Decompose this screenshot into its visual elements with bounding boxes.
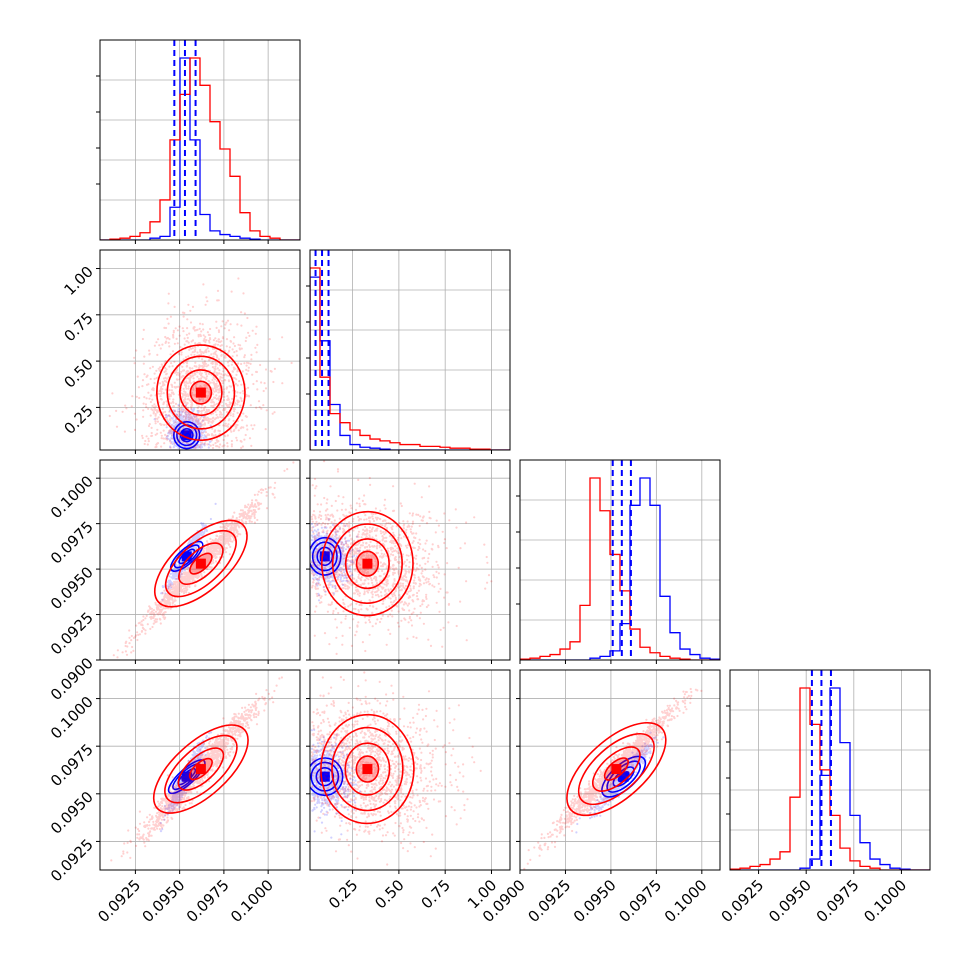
contour-b-3-2-2 (577, 732, 655, 806)
histogram-a-2 (520, 477, 720, 660)
density-peak-b-3-1 (362, 764, 373, 775)
contour-b-3-2-1 (592, 746, 641, 792)
histogram-b-0 (100, 57, 300, 240)
histogram-a-0 (100, 57, 300, 240)
panel-2-1 (306, 459, 511, 664)
contour-a-2-1-1 (316, 546, 334, 567)
contour-b-3-1-2 (331, 726, 404, 812)
y-tick-label-1-2: 0.75 (60, 309, 96, 345)
contour-b-2-0-3 (153, 519, 248, 608)
x-tick-label-1-1: 0.50 (371, 876, 407, 912)
y-tick-label-3-2: 0.0975 (47, 740, 97, 790)
x-tick-label-2-3: 0.0975 (615, 876, 665, 926)
contour-b-2-0-2 (164, 529, 237, 598)
histogram-b-3 (730, 687, 930, 870)
contour-b-3-1-1 (344, 742, 391, 796)
density-peak-a-1-0 (181, 430, 192, 441)
contour-b-3-2-3 (566, 721, 667, 817)
panel-3-1: 0.25 0.50 0.75 1.00 (306, 669, 511, 912)
y-tick-label-2-4: 0.1000 (47, 472, 97, 522)
y-tick-label-3-3: 0.1000 (47, 693, 97, 743)
contour-b-3-0-1 (177, 747, 225, 791)
panel-3-0: 0.09250.09500.09750.10000.09250.09500.09… (47, 669, 301, 926)
density-peak-a-3-2 (618, 771, 629, 782)
y-tick-label-3-0: 0.0925 (47, 836, 97, 886)
contour-b-1-0-3 (156, 344, 246, 441)
density-peak-a-2-0 (181, 551, 192, 562)
contour-a-2-0-3 (169, 540, 204, 572)
density-peak-a-3-1 (319, 771, 330, 782)
histogram-b-2 (520, 477, 720, 660)
panel-0-0 (96, 39, 301, 244)
density-peak-b-1-0 (195, 387, 206, 398)
contour-b-3-0-2 (164, 734, 238, 804)
x-tick-label-0-2: 0.0975 (183, 876, 233, 926)
y-tick-label-2-2: 0.0950 (47, 563, 97, 613)
y-tick-label-3-1: 0.0950 (47, 788, 97, 838)
y-tick-label-2-3: 0.0975 (47, 518, 97, 568)
density-peak-b-2-0 (195, 558, 206, 569)
panel-2-2 (516, 459, 721, 664)
histogram-a-3 (730, 687, 930, 870)
x-tick-label-1-0: 0.25 (325, 876, 361, 912)
scatter-b-1-0 (108, 277, 293, 450)
contour-b-2-1-2 (331, 523, 403, 604)
contour-b-1-0-2 (166, 355, 236, 430)
x-tick-label-0-0: 0.0925 (94, 876, 144, 926)
contour-b-2-0-1 (178, 542, 224, 585)
y-tick-label-1-0: 0.25 (60, 402, 96, 438)
x-tick-label-0-1: 0.0950 (139, 876, 189, 926)
contour-b-2-1-3 (321, 510, 414, 617)
contour-b-1-0-1 (179, 369, 223, 417)
x-tick-label-3-2: 0.0975 (813, 876, 863, 926)
density-peak-a-2-1 (319, 551, 330, 562)
x-tick-label-2-4: 0.1000 (661, 876, 711, 926)
x-tick-label-0-3: 0.1000 (227, 876, 277, 926)
x-tick-label-2-1: 0.0925 (524, 876, 574, 926)
x-tick-label-1-2: 0.75 (418, 876, 454, 912)
panel-1-1 (306, 249, 511, 454)
histogram-a-1 (310, 276, 510, 450)
density-peak-b-2-1 (362, 558, 373, 569)
density-peak-a-3-0 (181, 771, 192, 782)
contour-b-3-1-3 (320, 713, 415, 825)
x-tick-label-3-1: 0.0950 (765, 876, 815, 926)
panel-1-0: 0.25 0.50 0.75 1.00 (60, 249, 301, 454)
contour-b-3-0-3 (152, 724, 249, 814)
contour-a-2-1-3 (310, 536, 342, 576)
y-tick-label-2-1: 0.0925 (47, 609, 97, 659)
x-tick-label-2-2: 0.0950 (570, 876, 620, 926)
contour-a-3-1-3 (310, 757, 344, 797)
y-tick-label-2-0: 0.0900 (47, 654, 97, 704)
y-tick-label-1-1: 0.50 (60, 355, 96, 391)
x-tick-label-3-0: 0.0925 (718, 876, 768, 926)
x-tick-label-3-3: 0.1000 (860, 876, 910, 926)
y-tick-label-1-3: 1.00 (60, 263, 96, 299)
histogram-b-1 (310, 267, 510, 450)
density-peak-b-3-0 (195, 764, 206, 775)
density-peak-b-3-2 (611, 764, 622, 775)
contour-a-1-0-3 (173, 421, 201, 450)
contour-b-2-1-1 (344, 538, 390, 590)
